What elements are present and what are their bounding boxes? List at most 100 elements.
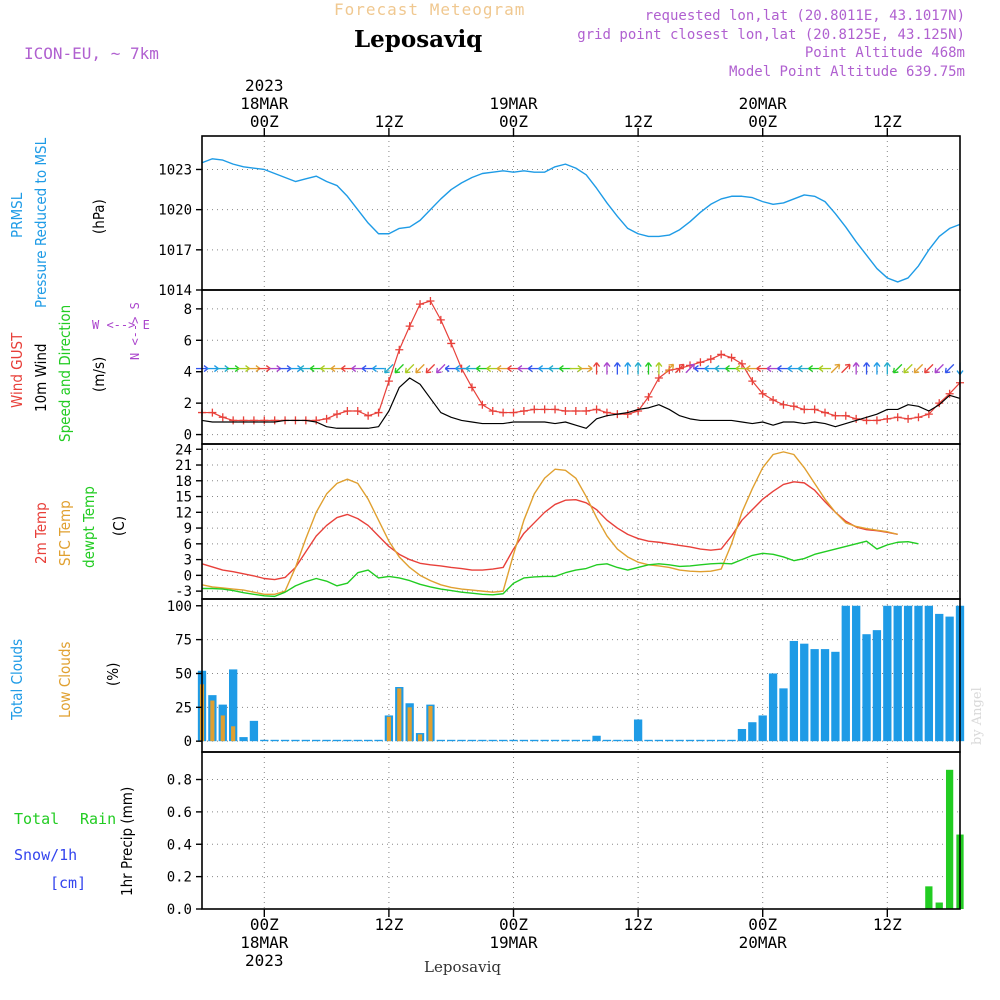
- wind-direction-arrowhead: [944, 367, 951, 374]
- total-cloud-bar: [696, 739, 705, 742]
- total-cloud-bar: [831, 651, 840, 742]
- y-tick-label: 25: [175, 700, 192, 716]
- precip-unit: 1hr Precip (mm): [118, 786, 136, 896]
- wind-gust-point: [748, 377, 757, 386]
- wind-gust-point: [758, 389, 767, 398]
- wind-gust-point: [270, 416, 279, 425]
- wind-gust-point: [945, 389, 954, 398]
- point-altitude: Point Altitude 468m: [804, 45, 965, 61]
- total-cloud-bar: [800, 643, 809, 742]
- total-cloud-bar: [353, 739, 362, 742]
- y-tick-label: 18: [175, 474, 192, 490]
- total-cloud-bar: [478, 739, 487, 742]
- total-cloud-bar: [654, 739, 664, 742]
- total-cloud-bar: [571, 739, 580, 742]
- total-cloud-bar: [374, 739, 383, 742]
- wind-gust-point: [239, 416, 248, 425]
- low-cloud-bar: [417, 734, 423, 742]
- chart-subtitle: Forecast Meteogram: [334, 0, 526, 19]
- total-cloud-bar: [883, 605, 892, 742]
- wind-direction-arrowhead: [852, 362, 860, 367]
- y-tick-label: 1014: [158, 283, 192, 299]
- wind-direction-arrowhead: [766, 365, 772, 373]
- wind-gust-point: [447, 339, 456, 348]
- y-tick-label: 0: [184, 568, 192, 584]
- total-cloud-bar: [644, 739, 653, 742]
- wind-gust-point: [883, 414, 892, 423]
- wind-gust-point: [582, 407, 591, 415]
- total-cloud-bar: [498, 739, 508, 742]
- top-time-label: 2023: [245, 76, 284, 95]
- wind-gust-point: [665, 366, 674, 375]
- wind-gust-point: [592, 405, 601, 414]
- total-cloud-bar: [228, 669, 238, 742]
- wind-gust-point: [426, 297, 435, 305]
- wind-gust-point: [810, 405, 819, 414]
- wind-gust-point: [654, 374, 663, 382]
- total-cloud-bar: [841, 605, 850, 742]
- total-cloud-bar: [685, 739, 695, 742]
- dewpoint-line: [202, 540, 919, 598]
- wind-gust-point: [478, 400, 487, 409]
- total-cloud-bar: [862, 634, 871, 742]
- y-tick-label: 50: [175, 666, 192, 682]
- total-cloud-bar: [613, 739, 622, 742]
- wind-gust-point: [706, 355, 715, 364]
- wind-gust-label: Wind GUST: [8, 332, 26, 408]
- total-cloud-bar: [582, 739, 591, 742]
- wind-direction-arrowhead: [425, 367, 432, 374]
- wind-direction-arrowhead: [330, 365, 336, 373]
- total-cloud-bar: [758, 715, 767, 742]
- total-cloud-bar: [820, 649, 830, 742]
- bottom-time-label: 12Z: [873, 915, 902, 934]
- total-cloud-bar: [509, 739, 518, 742]
- wind-direction-arrow: [924, 363, 934, 374]
- wind-direction-arrowhead: [444, 365, 450, 373]
- wind-gust-point: [416, 300, 425, 309]
- total-cloud-bar: [675, 739, 684, 742]
- y-tick-label: 0.4: [167, 837, 192, 853]
- total-cloud-bar: [924, 605, 934, 742]
- total-cloud-bar: [447, 739, 456, 742]
- top-time-label: 12Z: [873, 112, 902, 131]
- wind-direction-arrow: [425, 363, 436, 374]
- panel-frame-5: [201, 751, 961, 910]
- wind-gust-point: [717, 350, 726, 359]
- top-time-label: 00Z: [748, 112, 777, 131]
- total-cloud-bar: [488, 739, 497, 742]
- wind-gust-point: [332, 410, 341, 419]
- y-tick-label: 8: [184, 302, 192, 318]
- total-clouds-label: Total Clouds: [8, 638, 26, 720]
- y-tick-label: 0: [184, 734, 192, 750]
- wind-gust-point: [218, 413, 227, 422]
- wind-direction-arrowhead: [372, 365, 377, 373]
- wind-gust-point: [312, 416, 321, 425]
- wind-direction-arrowhead: [924, 367, 930, 374]
- wind-direction-arrow: [841, 363, 851, 374]
- dewpoint-label: dewpt Temp: [80, 486, 98, 568]
- wind-direction-arrowhead: [644, 362, 653, 367]
- y-tick-label: 0.2: [167, 870, 192, 886]
- model-point-altitude: Model Point Altitude 639.75m: [728, 64, 965, 80]
- wind-direction-arrow: [664, 363, 674, 374]
- wind-direction-arrowhead: [863, 362, 871, 367]
- wind-direction-arrowhead: [603, 362, 611, 367]
- direction-we-legend: W <--> E: [92, 318, 150, 332]
- wind-direction-arrowhead: [593, 362, 601, 367]
- wind-direction-arrowhead: [548, 365, 554, 373]
- clouds-unit: (%): [104, 662, 122, 686]
- bottom-time-label: 00Z: [250, 915, 279, 934]
- wind-direction-arrowhead: [527, 365, 533, 373]
- y-tick-label: 1023: [158, 162, 192, 178]
- wind-direction-arrowhead: [777, 365, 782, 373]
- wind-gust-point: [384, 377, 393, 386]
- y-tick-label: 0.8: [167, 773, 192, 789]
- wind-gust-point: [893, 413, 902, 422]
- wind-direction-arrow: [674, 363, 685, 374]
- bottom-time-label: 18MAR: [240, 933, 289, 952]
- wind-direction-arrowhead: [361, 365, 367, 373]
- gridpoint-coordinates: grid point closest lon,lat (20.8125E, 43…: [577, 27, 965, 43]
- wind-direction-arrow: [405, 363, 415, 374]
- wind-direction-arrow: [384, 363, 394, 374]
- wind-gust-point: [436, 315, 445, 324]
